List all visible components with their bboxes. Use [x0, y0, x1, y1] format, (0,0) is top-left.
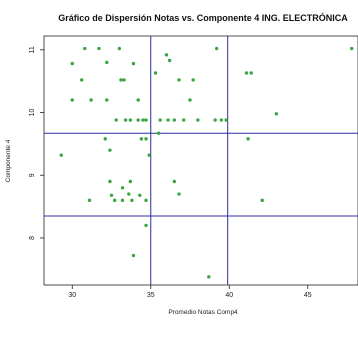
- data-point: [188, 98, 192, 102]
- data-point: [109, 193, 114, 198]
- x-tick-label: 35: [147, 292, 155, 299]
- data-point: [144, 223, 148, 228]
- data-point: [105, 98, 109, 102]
- data-point: [79, 78, 84, 82]
- data-point: [70, 98, 74, 102]
- data-point: [59, 153, 63, 157]
- data-point: [153, 71, 158, 75]
- y-tick-label: 8: [29, 236, 36, 240]
- data-point: [172, 179, 177, 184]
- data-point: [144, 198, 148, 203]
- data-point: [172, 118, 177, 122]
- data-point: [103, 137, 107, 141]
- data-point: [128, 179, 133, 184]
- data-point: [105, 60, 109, 65]
- x-tick-label: 30: [68, 292, 76, 299]
- data-point: [158, 118, 162, 122]
- data-point: [166, 118, 170, 122]
- data-point: [138, 193, 142, 198]
- data-point: [213, 118, 217, 122]
- data-point: [139, 137, 144, 141]
- data-point: [130, 198, 134, 203]
- data-point: [108, 179, 112, 184]
- chart-title: Gráfico de Dispersión Notas vs. Componen…: [58, 12, 348, 23]
- plot-frame: [43, 35, 358, 286]
- data-point: [83, 46, 87, 51]
- data-point: [87, 198, 92, 203]
- data-point: [127, 192, 131, 196]
- data-point: [128, 118, 133, 122]
- data-point: [122, 78, 126, 82]
- data-point: [123, 118, 128, 122]
- data-point: [156, 131, 161, 135]
- y-tick-label: 9: [29, 173, 36, 177]
- data-point: [167, 58, 172, 63]
- data-point: [120, 186, 125, 190]
- data-point: [182, 118, 186, 122]
- data-point: [114, 118, 118, 122]
- data-point: [108, 148, 112, 152]
- data-point: [196, 118, 200, 122]
- data-point: [219, 118, 224, 122]
- data-point: [117, 46, 122, 51]
- data-point: [136, 98, 140, 102]
- data-point: [274, 112, 279, 116]
- data-point: [246, 137, 250, 141]
- data-point: [224, 118, 228, 122]
- data-point: [89, 98, 93, 102]
- data-point: [191, 78, 195, 82]
- x-axis-label: Promedio Notas Comp4: [168, 309, 238, 316]
- x-axis: 30 35 40 45: [68, 285, 312, 299]
- data-point: [144, 118, 148, 122]
- data-point: [131, 253, 136, 258]
- y-axis: 8 9 10 11: [29, 46, 44, 240]
- y-axis-label: Componente 4: [5, 139, 12, 182]
- data-point: [70, 61, 74, 66]
- data-point: [97, 46, 101, 51]
- data-point: [177, 192, 181, 196]
- y-tick-label: 11: [29, 46, 36, 53]
- data-point: [131, 61, 136, 66]
- data-point: [136, 118, 140, 122]
- y-tick-label: 10: [29, 109, 36, 117]
- data-point: [215, 46, 219, 51]
- data-point: [260, 198, 264, 203]
- data-point: [249, 71, 253, 75]
- data-point: [141, 118, 145, 122]
- data-point: [207, 275, 211, 279]
- data-point: [164, 53, 169, 57]
- data-point: [147, 153, 151, 157]
- reference-lines: [44, 36, 358, 285]
- x-tick-label: 40: [225, 292, 233, 299]
- x-tick-label: 45: [304, 292, 312, 299]
- data-point: [144, 137, 148, 141]
- data-point: [119, 78, 123, 82]
- data-point: [112, 198, 117, 203]
- data-points: [59, 46, 354, 279]
- data-point: [177, 78, 181, 82]
- data-point: [350, 46, 354, 51]
- data-point: [244, 71, 249, 75]
- data-point: [120, 198, 125, 203]
